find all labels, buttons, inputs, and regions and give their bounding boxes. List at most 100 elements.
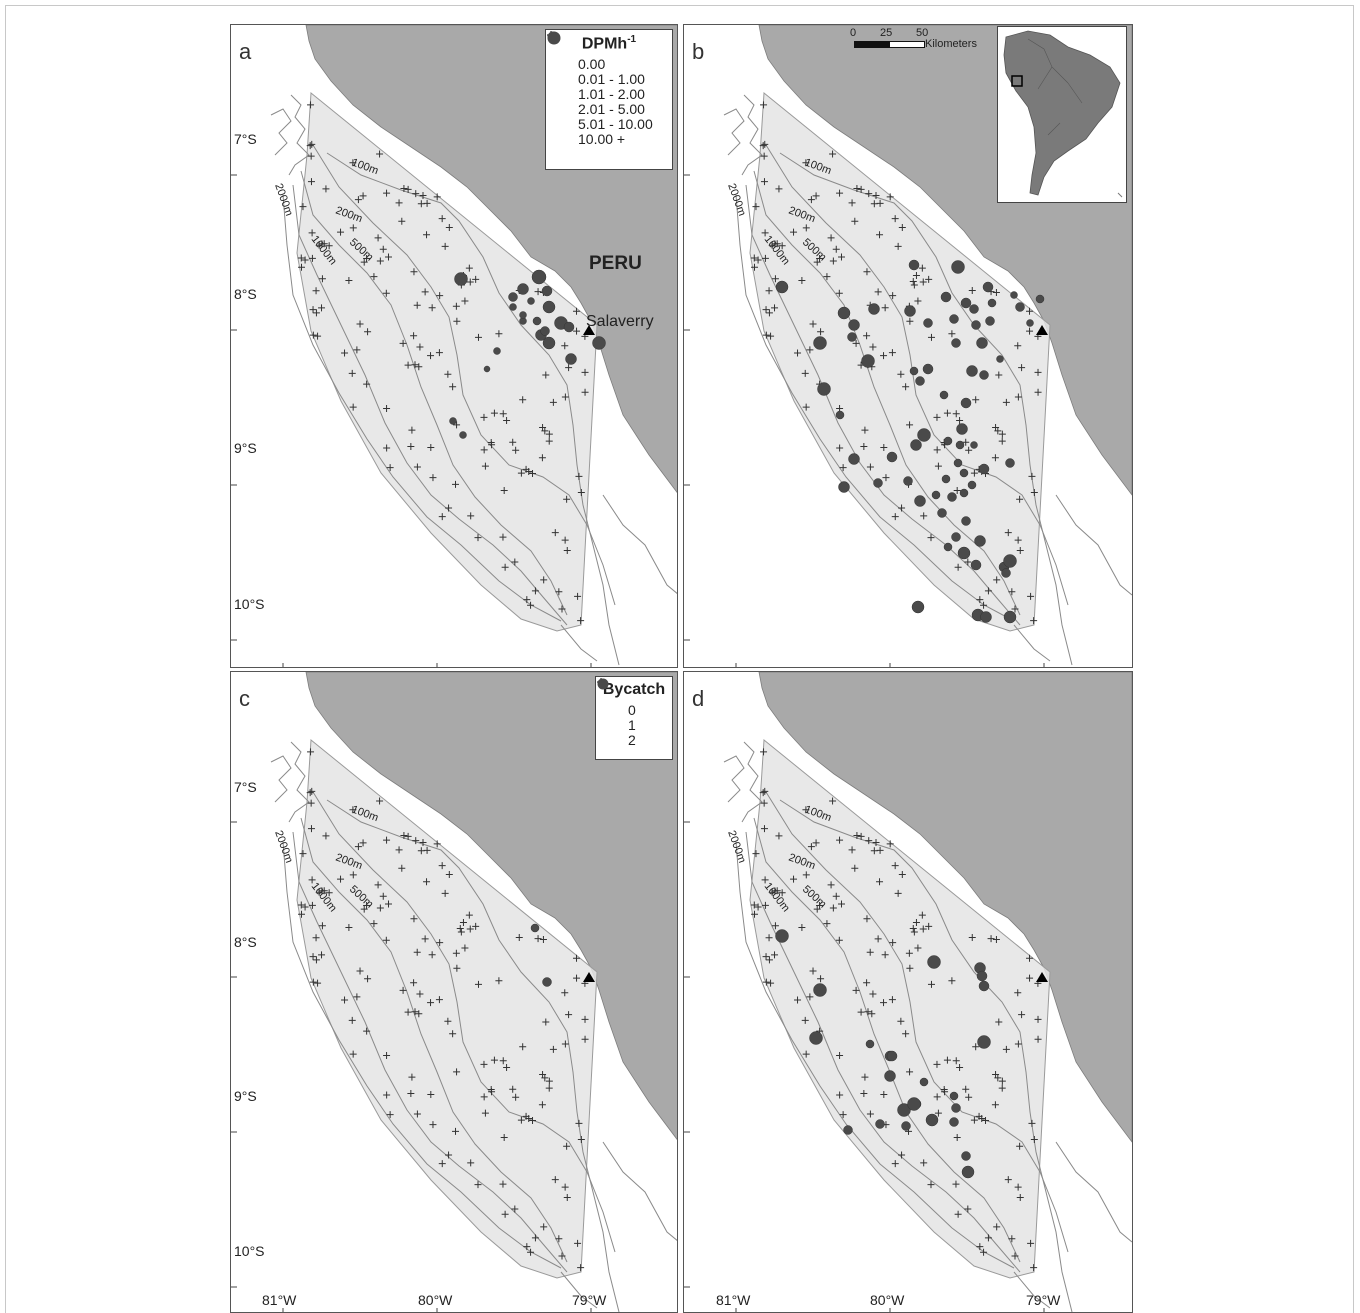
- detection-dot: [1001, 568, 1011, 578]
- station-plus-marker: [542, 371, 550, 379]
- detection-dot: [1003, 554, 1017, 568]
- station-plus-marker: [345, 924, 353, 932]
- survey-area-polygon: [749, 739, 1051, 1279]
- station-plus-marker: [1026, 954, 1034, 962]
- detection-dot: [951, 532, 961, 542]
- depth-contour: [560, 494, 677, 662]
- station-plus-marker: [759, 142, 767, 150]
- station-plus-marker: [382, 936, 390, 944]
- station-plus-marker: [765, 309, 773, 317]
- land-area: [305, 672, 677, 1140]
- depth-contour: [270, 755, 292, 803]
- station-plus-marker: [978, 1114, 986, 1122]
- station-plus-marker: [354, 196, 362, 204]
- station-plus-marker: [860, 442, 868, 450]
- station-plus-marker: [870, 847, 878, 855]
- station-plus-marker: [466, 278, 474, 286]
- station-plus-marker: [1030, 1136, 1038, 1144]
- station-plus-marker: [421, 935, 429, 943]
- station-plus-marker: [363, 254, 371, 262]
- station-plus-marker: [545, 437, 553, 445]
- station-plus-marker: [512, 446, 520, 454]
- station-plus-marker: [540, 1223, 548, 1231]
- station-plus-marker: [308, 876, 316, 884]
- depth-contour: [326, 799, 620, 1312]
- legend-dpm-label: 0.00: [578, 55, 606, 72]
- detection-dot: [901, 1121, 911, 1131]
- station-plus-marker: [298, 910, 306, 918]
- station-plus-marker: [771, 275, 779, 283]
- detection-dot: [979, 370, 989, 380]
- legend-bycatch-label: 2: [628, 731, 636, 748]
- station-plus-marker: [1002, 1045, 1010, 1053]
- station-plus-marker: [809, 967, 817, 975]
- legend-dpm-label: 5.01 - 10.00: [578, 115, 653, 132]
- station-plus-marker: [790, 875, 798, 883]
- detection-dot: [915, 376, 925, 386]
- station-plus-marker: [555, 1235, 563, 1243]
- station-plus-marker: [400, 185, 408, 193]
- station-plus-marker: [370, 273, 378, 281]
- station-plus-marker: [474, 534, 482, 542]
- station-plus-marker: [407, 1089, 415, 1097]
- detection-dot: [1035, 294, 1045, 304]
- station-plus-marker: [459, 918, 467, 926]
- detection-dot: [865, 1039, 875, 1049]
- station-plus-marker: [435, 996, 443, 1004]
- station-plus-marker: [529, 1117, 537, 1125]
- legend-dpm-row: 5.01 - 10.00: [547, 31, 666, 132]
- station-plus-marker: [1016, 546, 1024, 554]
- station-plus-marker: [400, 832, 408, 840]
- detection-dot: [955, 440, 965, 450]
- legend-dpm-label: 2.01 - 5.00: [578, 100, 645, 117]
- station-plus-marker: [509, 438, 517, 446]
- station-plus-marker: [909, 925, 917, 933]
- scale-tick-25: 25: [880, 27, 893, 39]
- legend-bycatch-label: 1: [628, 716, 636, 733]
- station-plus-marker: [876, 878, 884, 886]
- depth-contour: [735, 841, 1015, 1269]
- station-plus-marker: [297, 254, 305, 262]
- station-plus-marker: [413, 463, 421, 471]
- detection-dot: [875, 1119, 885, 1129]
- station-plus-marker: [802, 159, 810, 167]
- station-plus-marker: [943, 409, 951, 417]
- station-plus-marker: [539, 935, 547, 943]
- station-plus-marker: [490, 1056, 498, 1064]
- station-plus-marker: [889, 292, 897, 300]
- detection-dot: [953, 458, 963, 468]
- station-plus-marker: [1028, 472, 1036, 480]
- station-plus-marker: [972, 396, 980, 404]
- depth-contour: [300, 817, 568, 1263]
- station-plus-marker: [1011, 1252, 1019, 1260]
- detection-dot: [951, 260, 965, 274]
- station-plus-marker: [480, 1093, 488, 1101]
- depth-contour: [282, 194, 562, 622]
- station-plus-marker: [312, 934, 320, 942]
- station-plus-marker: [312, 956, 320, 964]
- station-plus-marker: [1016, 1193, 1024, 1201]
- station-plus-marker: [429, 474, 437, 482]
- station-plus-marker: [933, 1093, 941, 1101]
- station-plus-marker: [487, 1085, 495, 1093]
- station-plus-marker: [909, 278, 917, 286]
- detection-dot: [914, 495, 926, 507]
- legend-dpm-title-text: DPMh: [581, 35, 628, 53]
- station-plus-marker: [453, 317, 461, 325]
- station-plus-marker: [480, 446, 488, 454]
- station-plus-marker: [906, 964, 914, 972]
- station-plus-marker: [827, 234, 835, 242]
- figure-frame: [5, 5, 1354, 1313]
- station-plus-marker: [517, 469, 525, 477]
- depth-contour: [765, 144, 1069, 606]
- station-plus-marker: [563, 1142, 571, 1150]
- detection-dot: [922, 363, 934, 375]
- station-plus-marker: [573, 327, 581, 335]
- detection-dot: [1010, 291, 1018, 299]
- station-plus-marker: [927, 980, 935, 988]
- station-plus-marker: [517, 1116, 525, 1124]
- depth-contour: [735, 194, 1015, 622]
- station-plus-marker: [880, 1091, 888, 1099]
- depth-contour: [753, 817, 1021, 1263]
- station-plus-marker: [474, 333, 482, 341]
